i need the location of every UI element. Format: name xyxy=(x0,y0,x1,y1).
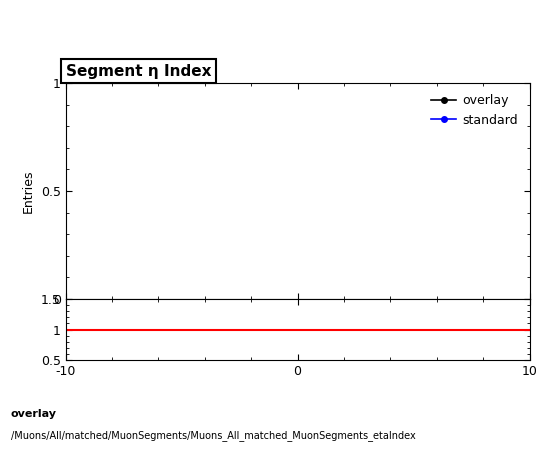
Legend: overlay, standard: overlay, standard xyxy=(426,90,524,132)
Text: overlay: overlay xyxy=(11,409,57,419)
Text: /Muons/All/matched/MuonSegments/Muons_All_matched_MuonSegments_etaIndex: /Muons/All/matched/MuonSegments/Muons_Al… xyxy=(11,430,416,441)
Y-axis label: Entries: Entries xyxy=(22,169,35,213)
Text: Segment η Index: Segment η Index xyxy=(66,64,211,79)
